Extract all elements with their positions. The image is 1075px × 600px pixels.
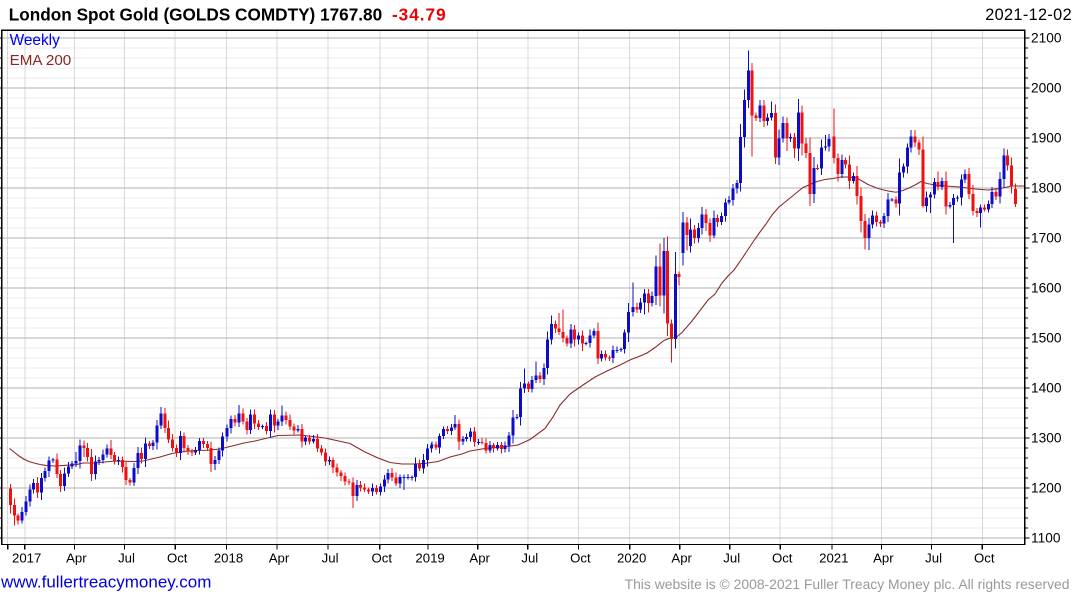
- svg-text:Jul: Jul: [521, 550, 538, 565]
- svg-text:1900: 1900: [1031, 131, 1062, 146]
- svg-text:1600: 1600: [1031, 281, 1062, 296]
- svg-text:Jul: Jul: [925, 550, 942, 565]
- svg-text:Oct: Oct: [974, 550, 995, 565]
- svg-text:2017: 2017: [12, 550, 41, 565]
- svg-text:2018: 2018: [214, 550, 243, 565]
- svg-text:1100: 1100: [1031, 531, 1061, 546]
- svg-text:2021: 2021: [819, 550, 848, 565]
- svg-text:Apr: Apr: [66, 550, 87, 565]
- svg-text:Apr: Apr: [671, 550, 692, 565]
- svg-text:2100: 2100: [1031, 31, 1062, 46]
- svg-text:Weekly: Weekly: [10, 32, 60, 49]
- svg-text:Apr: Apr: [873, 550, 894, 565]
- svg-text:Jul: Jul: [118, 550, 135, 565]
- svg-text:This website is © 2008-2021 Fu: This website is © 2008-2021 Fuller Treac…: [625, 576, 1070, 592]
- svg-text:EMA 200: EMA 200: [10, 52, 72, 69]
- svg-text:2021-12-02: 2021-12-02: [985, 6, 1072, 24]
- svg-text:London Spot Gold (GOLDS COMDTY: London Spot Gold (GOLDS COMDTY) 1767.80 …: [9, 5, 447, 25]
- svg-text:www.fullertreacymoney.com: www.fullertreacymoney.com: [0, 573, 211, 592]
- svg-text:1300: 1300: [1031, 431, 1062, 446]
- svg-text:2019: 2019: [415, 550, 444, 565]
- svg-text:1400: 1400: [1031, 381, 1062, 396]
- svg-text:Jul: Jul: [322, 550, 339, 565]
- svg-text:1700: 1700: [1031, 231, 1062, 246]
- svg-text:Apr: Apr: [469, 550, 490, 565]
- svg-text:1500: 1500: [1031, 331, 1062, 346]
- svg-text:1200: 1200: [1031, 481, 1062, 496]
- svg-text:Oct: Oct: [772, 550, 793, 565]
- svg-text:Apr: Apr: [269, 550, 290, 565]
- svg-text:2020: 2020: [617, 550, 646, 565]
- svg-text:Jul: Jul: [723, 550, 740, 565]
- svg-text:Oct: Oct: [167, 550, 188, 565]
- svg-text:Oct: Oct: [372, 550, 393, 565]
- svg-text:Oct: Oct: [570, 550, 591, 565]
- svg-text:2000: 2000: [1031, 81, 1062, 96]
- svg-text:1800: 1800: [1031, 181, 1062, 196]
